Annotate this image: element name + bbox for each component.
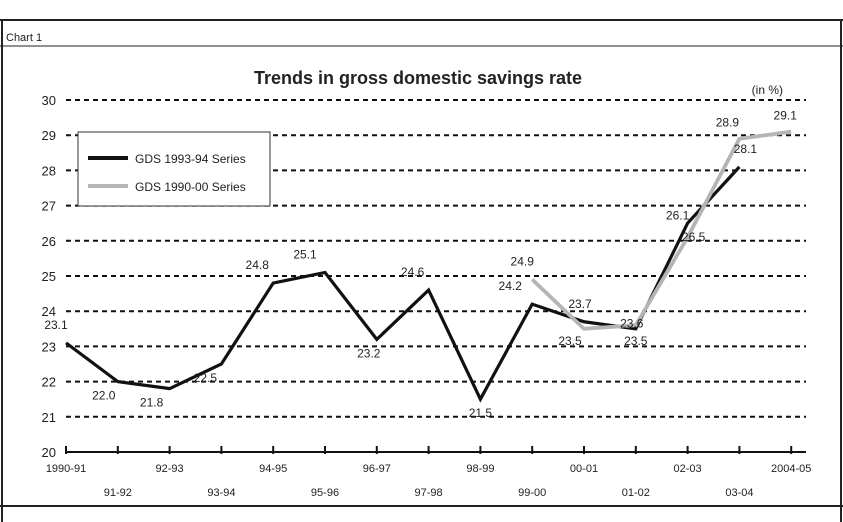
x-tick-label: 92-93 xyxy=(156,463,184,475)
x-tick-label: 00-01 xyxy=(570,463,598,475)
y-tick-label: 27 xyxy=(42,199,56,214)
x-tick-label: 95-96 xyxy=(311,487,339,499)
unit-note: (in %) xyxy=(752,83,783,97)
x-tick-label: 96-97 xyxy=(363,463,391,475)
data-label: 24.9 xyxy=(511,255,535,269)
chart-number-label: Chart 1 xyxy=(6,32,43,44)
legend-label: GDS 1990-00 Series xyxy=(135,180,246,194)
data-label: 23.1 xyxy=(44,318,68,332)
x-tick-label: 98-99 xyxy=(466,463,494,475)
data-label: 23.7 xyxy=(568,297,592,311)
data-label: 23.5 xyxy=(558,334,582,348)
data-label: 22.5 xyxy=(194,371,218,385)
chart-title: Trends in gross domestic savings rate xyxy=(254,68,582,88)
data-label: 26.1 xyxy=(666,208,690,222)
data-label: 21.5 xyxy=(469,406,493,420)
y-tick-label: 26 xyxy=(42,234,56,249)
data-label: 29.1 xyxy=(774,109,798,123)
y-tick-label: 28 xyxy=(42,163,56,178)
x-tick-label: 91-92 xyxy=(104,487,132,499)
series-line-gds-1990-00 xyxy=(530,129,792,331)
grid-layer xyxy=(66,99,806,418)
series-layer xyxy=(65,129,792,403)
x-tick-label: 01-02 xyxy=(622,487,650,499)
data-label: 21.8 xyxy=(140,396,164,410)
data-label: 23.2 xyxy=(357,346,381,360)
data-label: 24.6 xyxy=(401,265,425,279)
data-label: 28.1 xyxy=(734,142,758,156)
data-label: 23.5 xyxy=(624,334,648,348)
legend-label: GDS 1993-94 Series xyxy=(135,152,246,166)
y-tick-label: 30 xyxy=(42,93,56,108)
data-label: 25.1 xyxy=(293,247,317,261)
x-tick-label: 2004-05 xyxy=(771,463,811,475)
data-label: 22.0 xyxy=(92,389,116,403)
data-label: 24.2 xyxy=(499,279,523,293)
data-label: 24.8 xyxy=(246,258,270,272)
legend-box xyxy=(77,131,271,207)
x-tick-label: 94-95 xyxy=(259,463,287,475)
y-tick-label: 23 xyxy=(42,339,56,354)
y-tick-label: 21 xyxy=(42,410,56,425)
y-tick-label: 22 xyxy=(42,375,56,390)
x-tick-label: 02-03 xyxy=(674,463,702,475)
x-tick-label: 03-04 xyxy=(725,487,753,499)
data-label: 26.5 xyxy=(682,230,706,244)
data-label: 28.9 xyxy=(716,116,740,130)
x-tick-label: 97-98 xyxy=(415,487,443,499)
data-label: 23.6 xyxy=(620,316,644,330)
x-tick-label: 93-94 xyxy=(207,487,235,499)
y-tick-label: 25 xyxy=(42,269,56,284)
x-tick-label: 99-00 xyxy=(518,487,546,499)
axis-layer: 20 21 22 23 24 25 26 27 28 29 30 1990-91 91-92 92-93 9… xyxy=(42,93,812,499)
y-tick-label: 24 xyxy=(42,304,56,319)
legend: GDS 1993-94 Series GDS 1990-00 Series xyxy=(77,131,271,207)
y-tick-label: 20 xyxy=(42,445,56,460)
data-label-layer: 23.1 22.0 21.8 22.5 24.8 25.1 23.2 24.6 21.5 24.2… xyxy=(44,109,797,421)
y-tick-label: 29 xyxy=(42,128,56,143)
x-tick-label: 1990-91 xyxy=(46,463,86,475)
